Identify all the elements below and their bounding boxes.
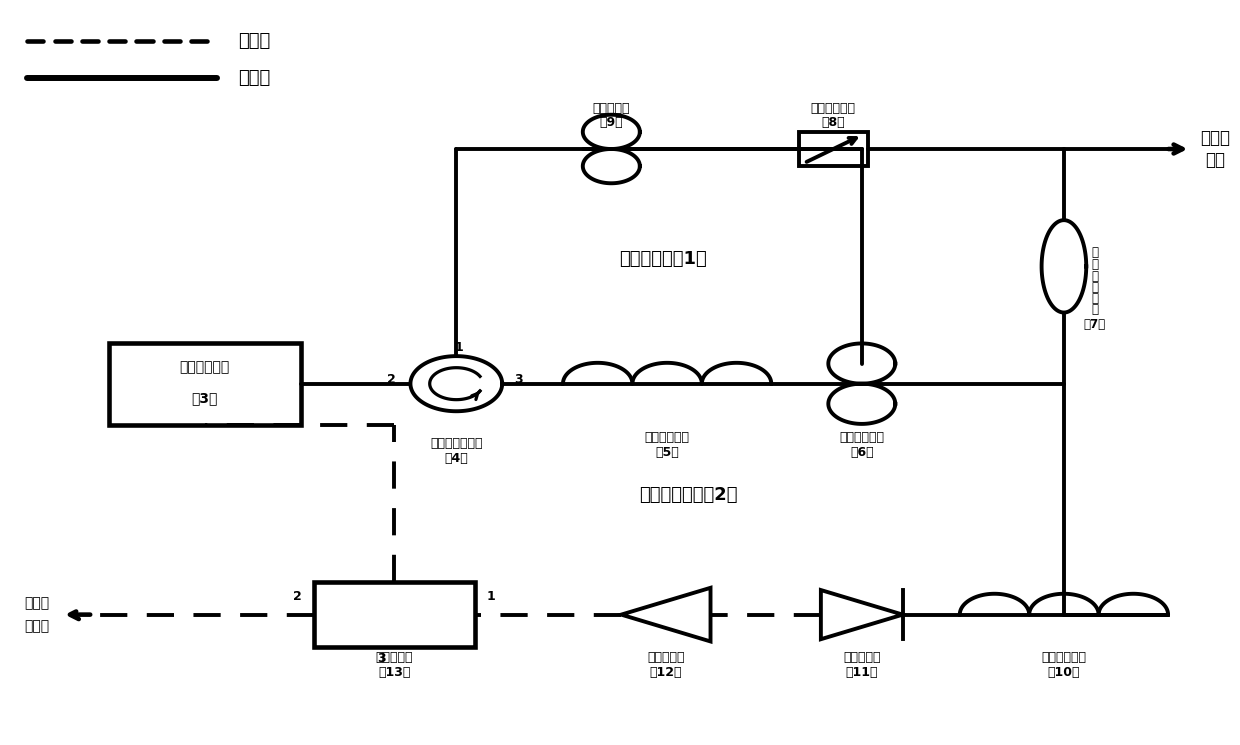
Text: 合: 合 — [1091, 292, 1099, 305]
Text: 微波信: 微波信 — [25, 597, 50, 610]
Text: 2: 2 — [387, 373, 397, 387]
Text: 号输出: 号输出 — [25, 619, 50, 633]
Bar — [799, 133, 868, 165]
Text: 光路径: 光路径 — [238, 69, 270, 87]
Text: 微波功分器: 微波功分器 — [376, 651, 413, 665]
Text: 微波放大器: 微波放大器 — [647, 651, 684, 665]
Text: （5）: （5） — [655, 446, 680, 459]
Text: 第一单模光纤: 第一单模光纤 — [645, 431, 689, 444]
Text: （13）: （13） — [378, 666, 410, 679]
Text: （8）: （8） — [821, 116, 846, 130]
Text: （12）: （12） — [650, 666, 682, 679]
Text: 光反馈回路（1）: 光反馈回路（1） — [620, 250, 707, 267]
Text: 光: 光 — [1091, 270, 1099, 282]
Text: 1: 1 — [486, 590, 496, 603]
Text: 光信号: 光信号 — [1200, 129, 1230, 147]
Text: 三端口光环行器: 三端口光环行器 — [430, 437, 482, 450]
Text: （6）: （6） — [849, 446, 874, 459]
Text: （4）: （4） — [444, 451, 469, 465]
Text: 光电振荡环路（2）: 光电振荡环路（2） — [639, 486, 738, 504]
Text: （9）: （9） — [599, 116, 624, 130]
Text: 第: 第 — [1091, 247, 1099, 259]
Text: 输出: 输出 — [1205, 151, 1225, 169]
Text: 半导体激光器: 半导体激光器 — [180, 361, 229, 374]
Text: 第一光耦合器: 第一光耦合器 — [839, 431, 884, 444]
Text: 光电探测器: 光电探测器 — [843, 651, 880, 665]
Text: 可调光衰减器: 可调光衰减器 — [811, 101, 856, 115]
Bar — [109, 343, 300, 425]
Text: （11）: （11） — [846, 666, 878, 679]
Text: 2: 2 — [293, 590, 303, 603]
Bar — [314, 582, 475, 647]
Text: 3: 3 — [515, 373, 522, 387]
Text: 第二单模光纤: 第二单模光纤 — [1042, 651, 1086, 665]
Text: （3）: （3） — [191, 392, 218, 405]
Text: 偏振控制器: 偏振控制器 — [593, 101, 630, 115]
Text: 耦: 耦 — [1091, 281, 1099, 294]
Text: 1: 1 — [454, 340, 464, 354]
Text: （10）: （10） — [1048, 666, 1080, 679]
Text: 3: 3 — [377, 652, 386, 665]
Text: （7）: （7） — [1084, 318, 1106, 331]
Text: 器: 器 — [1091, 303, 1099, 316]
Text: 电路径: 电路径 — [238, 32, 270, 50]
Text: 二: 二 — [1091, 259, 1099, 271]
